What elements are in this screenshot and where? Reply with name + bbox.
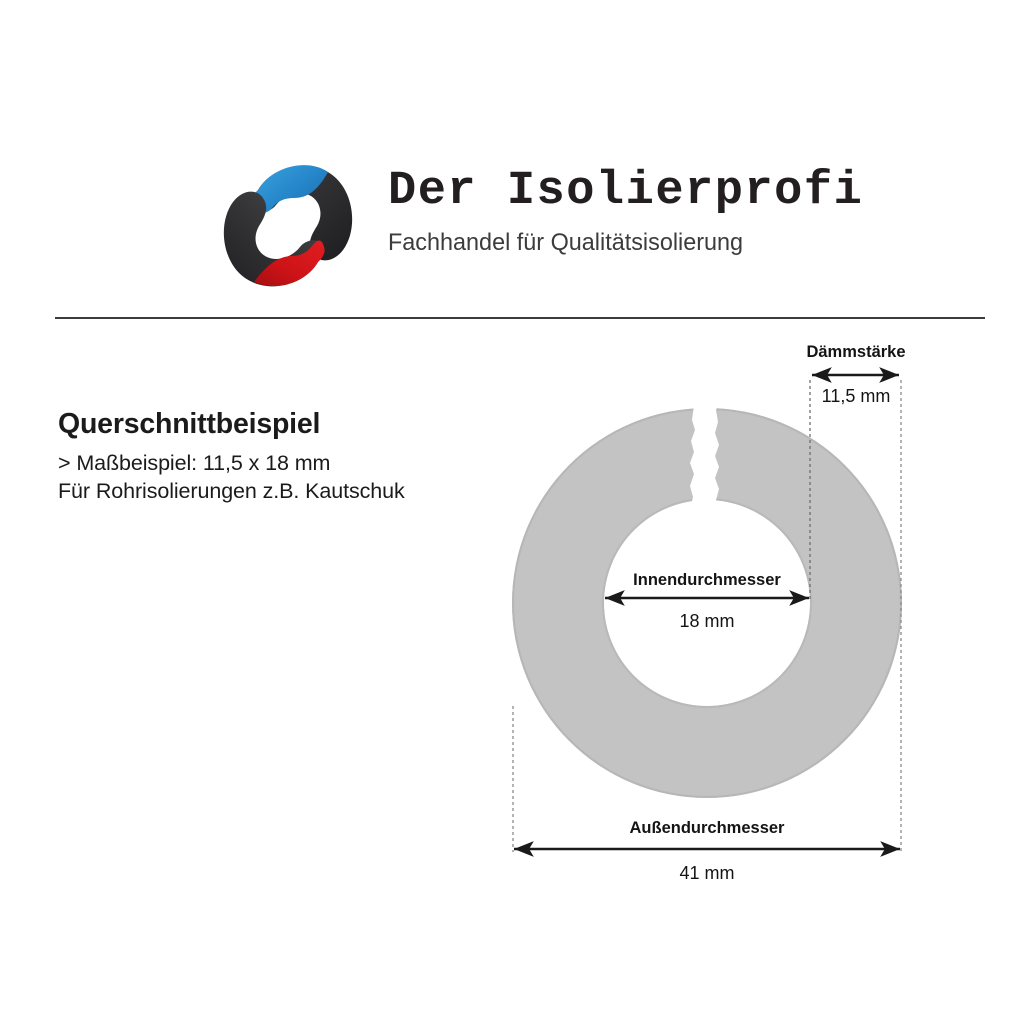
dimension-value-outer-diameter: 41 mm [679, 863, 734, 883]
brand-tagline: Fachhandel für Qualitätsisolierung [388, 229, 744, 256]
section-title: Querschnittbeispiel [58, 408, 321, 440]
insulation-ring [500, 395, 920, 815]
page-header: Der Isolierprofi Fachhandel für Qualität… [0, 0, 1024, 319]
brand-wordmark: Der Isolierprofi Fachhandel für Qualität… [388, 165, 864, 256]
dimension-label-wall-thickness: Dämmstärke [806, 343, 905, 361]
dimension-label-outer-diameter: Außendurchmesser [630, 819, 786, 837]
brand-name: Der Isolierprofi [388, 165, 864, 218]
brand-logo-icon [210, 146, 366, 304]
header-divider [55, 317, 985, 319]
dimension-value-inner-diameter: 18 mm [679, 611, 734, 631]
description-line-measurement: > Maßbeispiel: 11,5 x 18 mm [58, 450, 331, 475]
dimension-value-wall-thickness: 11,5 mm [822, 386, 891, 406]
extension-lines [512, 380, 902, 852]
dimension-label-inner-diameter: Innendurchmesser [633, 571, 781, 589]
dimension-inner-diameter: Innendurchmesser 18 mm [605, 571, 809, 631]
description-line-material: Für Rohrisolierungen z.B. Kautschuk [58, 479, 405, 504]
dimension-wall-thickness: Dämmstärke 11,5 mm [806, 343, 905, 406]
description-block: Querschnittbeispiel > Maßbeispiel: 11,5 … [58, 408, 478, 506]
dimension-outer-diameter: Außendurchmesser 41 mm [514, 819, 900, 883]
